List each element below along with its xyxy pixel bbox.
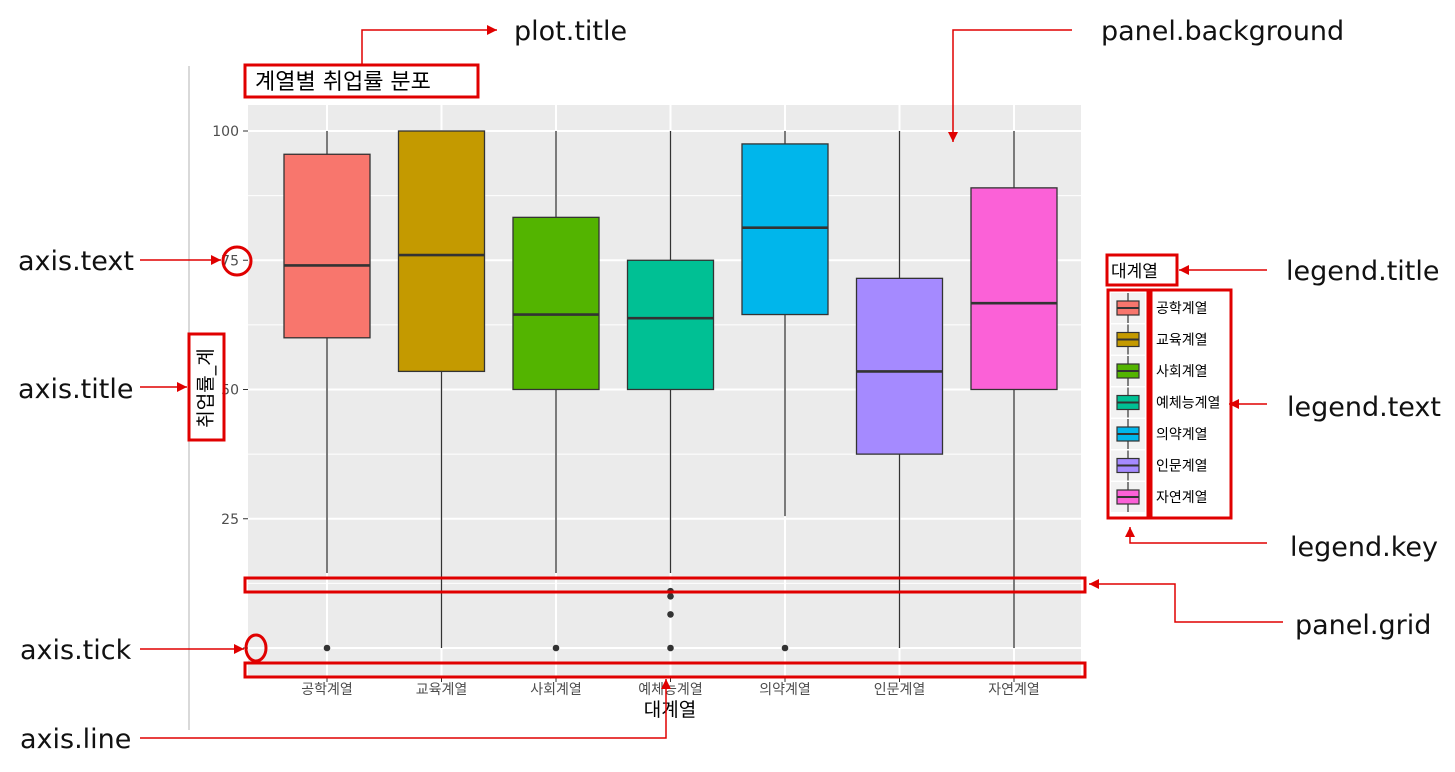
y-tick-label: 100 xyxy=(212,124,239,140)
legend-item: 사회계열 xyxy=(1111,356,1208,386)
callout-panel-background: panel.background xyxy=(1101,16,1344,47)
box-4 xyxy=(626,131,715,652)
legend-label: 자연계열 xyxy=(1156,490,1208,506)
highlight-axis-text xyxy=(221,245,253,277)
callout-axis-line: axis.line xyxy=(20,724,131,755)
legend-item: 의약계열 xyxy=(1111,419,1208,449)
box-7 xyxy=(970,131,1058,648)
callout-arrows xyxy=(140,25,1283,739)
y-tick-label: 25 xyxy=(221,512,239,528)
box-1 xyxy=(283,131,371,652)
outlier-point xyxy=(552,644,560,652)
y-tick-label: 75 xyxy=(221,253,239,269)
boxplot-series xyxy=(283,130,1058,652)
callout-axis-tick: axis.tick xyxy=(20,635,132,666)
legend-item: 자연계열 xyxy=(1111,482,1208,512)
legend-item: 공학계열 xyxy=(1111,293,1208,323)
x-axis-ticks: 공학계열 교육계열 사회계열 예체능계열 의약계열 인문계열 자연계열 xyxy=(301,677,1040,698)
box-body xyxy=(970,187,1058,391)
highlight-boxes xyxy=(187,63,1233,679)
legend-title: 대계열 xyxy=(1111,262,1158,282)
callout-legend-key: legend.key xyxy=(1290,532,1438,563)
box-body xyxy=(855,277,944,455)
callout-legend-text: legend.text xyxy=(1287,392,1441,423)
legend-item: 예체능계열 xyxy=(1111,387,1220,418)
y-tick-label: 50 xyxy=(221,383,239,399)
legend-label: 의약계열 xyxy=(1156,427,1208,443)
highlight-axis-title xyxy=(187,332,226,442)
callout-axis-text: axis.text xyxy=(18,246,134,277)
callout-plot-title: plot.title xyxy=(514,16,627,47)
x-tick-label: 사회계열 xyxy=(530,682,582,698)
box-body xyxy=(512,216,600,391)
outlier-point xyxy=(667,611,674,618)
arrow-axis-line xyxy=(140,679,671,739)
legend-label: 인문계열 xyxy=(1156,459,1208,475)
legend-label: 공학계열 xyxy=(1156,301,1208,317)
box-3 xyxy=(512,131,600,652)
outlier-point xyxy=(667,644,674,652)
plot-title: 계열별 취업률 분포 xyxy=(255,70,431,95)
arrow-panel-background xyxy=(948,29,1072,142)
outlier-point xyxy=(323,644,331,652)
legend-label: 사회계열 xyxy=(1156,364,1208,380)
x-tick-label: 자연계열 xyxy=(988,682,1040,698)
highlight-panel-grid xyxy=(243,576,1087,594)
callout-panel-grid: panel.grid xyxy=(1295,610,1431,641)
callout-legend-title: legend.title xyxy=(1286,256,1439,287)
y-axis-title: 취업률_계 xyxy=(195,348,217,427)
highlight-legend-title xyxy=(1105,253,1179,287)
legend-item: 교육계열 xyxy=(1111,324,1208,355)
highlight-legend-key xyxy=(1106,288,1150,520)
arrow-plot-title xyxy=(361,25,497,65)
box-6 xyxy=(855,131,944,648)
x-tick-label: 의약계열 xyxy=(759,682,811,698)
box-body xyxy=(283,153,371,339)
x-tick-label: 교육계열 xyxy=(416,682,468,698)
x-tick-label: 공학계열 xyxy=(301,682,353,698)
highlight-axis-line xyxy=(243,661,1087,679)
box-5 xyxy=(741,131,829,652)
arrow-legend-key xyxy=(1125,527,1267,544)
legend-item: 인문계열 xyxy=(1111,450,1208,481)
x-axis-title: 대계열 xyxy=(644,699,696,721)
legend-label: 예체능계열 xyxy=(1156,396,1220,412)
x-tick-label: 인문계열 xyxy=(874,682,926,698)
arrow-panel-grid xyxy=(1089,579,1283,623)
outlier-point xyxy=(667,593,674,600)
callout-axis-title: axis.title xyxy=(18,374,133,405)
box-2 xyxy=(397,130,486,648)
outlier-point xyxy=(781,644,789,652)
x-tick-label: 예체능계열 xyxy=(638,682,702,698)
box-body xyxy=(626,259,715,391)
highlight-axis-tick xyxy=(244,633,268,663)
box-body xyxy=(741,143,829,316)
box-body xyxy=(397,130,486,373)
legend-label: 교육계열 xyxy=(1156,333,1208,349)
y-axis-ticks: 25 50 75 100 xyxy=(212,124,248,649)
